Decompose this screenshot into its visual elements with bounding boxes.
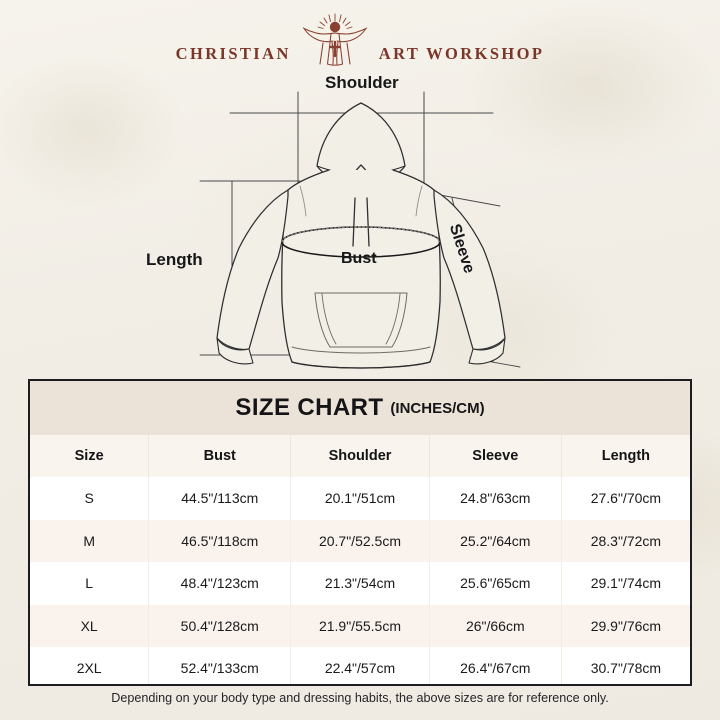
cell-sleeve: 24.8"/63cm <box>429 477 562 520</box>
cell-size: L <box>30 562 150 605</box>
cell-bust: 52.4"/133cm <box>148 647 292 684</box>
column-header-size: Size <box>30 435 150 477</box>
column-header-bust: Bust <box>148 435 292 477</box>
size-chart-panel: SIZE CHART (INCHES/CM) Size Bust Shoulde… <box>28 379 692 686</box>
cell-size: M <box>30 519 150 562</box>
cell-length: 28.3"/72cm <box>590 532 662 549</box>
column-header-shoulder: Shoulder <box>290 435 430 477</box>
christ-figure-logo-icon <box>301 12 369 70</box>
cell-bust: 50.4"/128cm <box>148 604 292 647</box>
cell-shoulder: 20.7"/52.5cm <box>290 519 430 562</box>
brand-word-left: CHRISTIAN <box>175 44 291 63</box>
cell-sleeve: 25.2"/64cm <box>429 519 562 562</box>
table-row: S 44.5"/113cm 20.1"/51cm 24.8"/63cm 27.6… <box>30 477 690 520</box>
column-header-sleeve: Sleeve <box>429 435 562 477</box>
cell-size: XL <box>30 604 150 647</box>
cell-bust: 48.4"/123cm <box>148 562 292 605</box>
dimension-label-shoulder: Shoulder <box>325 73 399 92</box>
cell-length: 30.7"/78cm <box>590 660 662 677</box>
cell-length: 27.6"/70cm <box>590 490 662 507</box>
size-chart-table: Size Bust Shoulder Sleeve Length S 44.5"… <box>30 435 690 684</box>
cell-sleeve: 26.4"/67cm <box>429 647 562 684</box>
size-chart-disclaimer: Depending on your body type and dressing… <box>111 691 609 705</box>
table-row: L 48.4"/123cm 21.3"/54cm 25.6"/65cm 29.1… <box>30 562 690 605</box>
cell-sleeve: 25.6"/65cm <box>429 562 562 605</box>
brand-header: CHRISTIAN <box>0 12 720 70</box>
cell-shoulder: 20.1"/51cm <box>290 477 430 520</box>
cell-size: 2XL <box>30 647 150 684</box>
size-chart-title-unit: (INCHES/CM) <box>390 399 485 417</box>
cell-shoulder: 22.4"/57cm <box>290 647 430 684</box>
size-chart-title: SIZE CHART (INCHES/CM) <box>30 381 690 435</box>
cell-size: S <box>30 477 150 520</box>
cell-sleeve: 26"/66cm <box>429 604 562 647</box>
table-row: XL 50.4"/128cm 21.9"/55.5cm 26"/66cm 29.… <box>30 604 690 647</box>
size-chart-title-main: SIZE CHART <box>235 394 384 421</box>
dimension-label-length: Length <box>146 250 203 269</box>
cell-bust: 46.5"/118cm <box>148 519 292 562</box>
brand-word-right: ART WORKSHOP <box>378 44 545 63</box>
cell-length: 29.1"/74cm <box>590 575 662 592</box>
table-header-row: Size Bust Shoulder Sleeve Length <box>30 435 690 477</box>
cell-shoulder: 21.3"/54cm <box>290 562 430 605</box>
cell-length: 29.9"/76cm <box>590 617 662 634</box>
table-row: M 46.5"/118cm 20.7"/52.5cm 25.2"/64cm 28… <box>30 519 690 562</box>
hoodie-size-diagram: Shoulder Length Bust Sleeve <box>0 70 720 375</box>
cell-bust: 44.5"/113cm <box>148 477 292 520</box>
cell-shoulder: 21.9"/55.5cm <box>290 604 430 647</box>
dimension-label-bust: Bust <box>341 250 377 267</box>
table-row: 2XL 52.4"/133cm 22.4"/57cm 26.4"/67cm 30… <box>30 647 690 684</box>
column-header-length: Length <box>601 448 651 464</box>
